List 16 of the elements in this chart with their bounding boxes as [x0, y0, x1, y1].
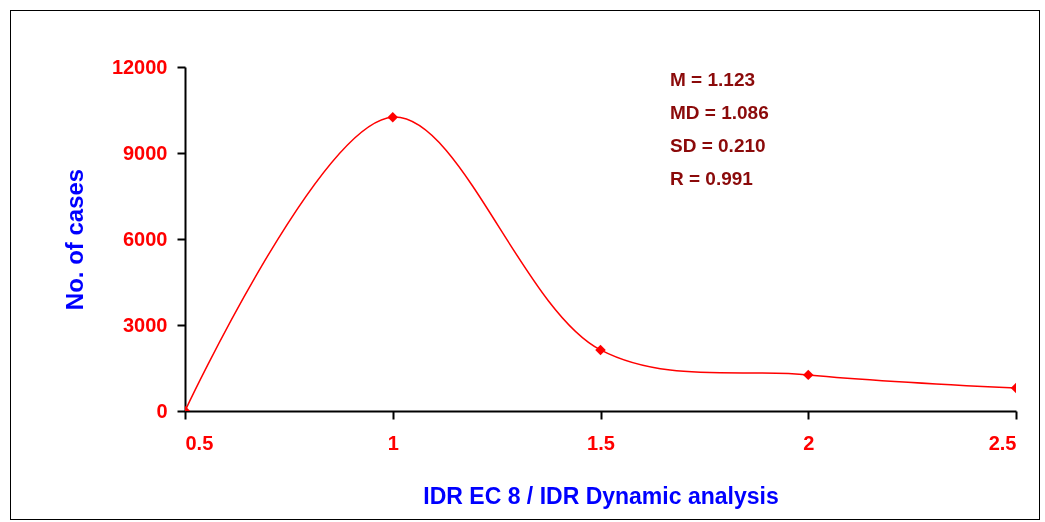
x-tick-label: 1.5 [587, 431, 615, 454]
y-tick-label: 12000 [111, 55, 168, 78]
x-tick-label: 1 [387, 431, 399, 454]
annotation: M = 1.123 [670, 69, 756, 90]
y-tick-label: 9000 [123, 141, 168, 164]
x-tick-label: 2 [803, 431, 815, 454]
annotation: SD = 0.210 [670, 135, 766, 156]
x-tick-label: 2.5 [988, 431, 1017, 454]
x-tick-label: 0.5 [185, 431, 214, 454]
y-tick-label: 6000 [123, 227, 168, 250]
y-tick-label: 0 [156, 399, 168, 422]
x-axis-title: IDR EC 8 / IDR Dynamic analysis [423, 482, 779, 509]
annotation: MD = 1.086 [670, 102, 769, 123]
y-tick-label: 3000 [123, 313, 168, 336]
y-axis-title: No. of cases [60, 168, 88, 311]
annotation: R = 0.991 [670, 168, 754, 189]
